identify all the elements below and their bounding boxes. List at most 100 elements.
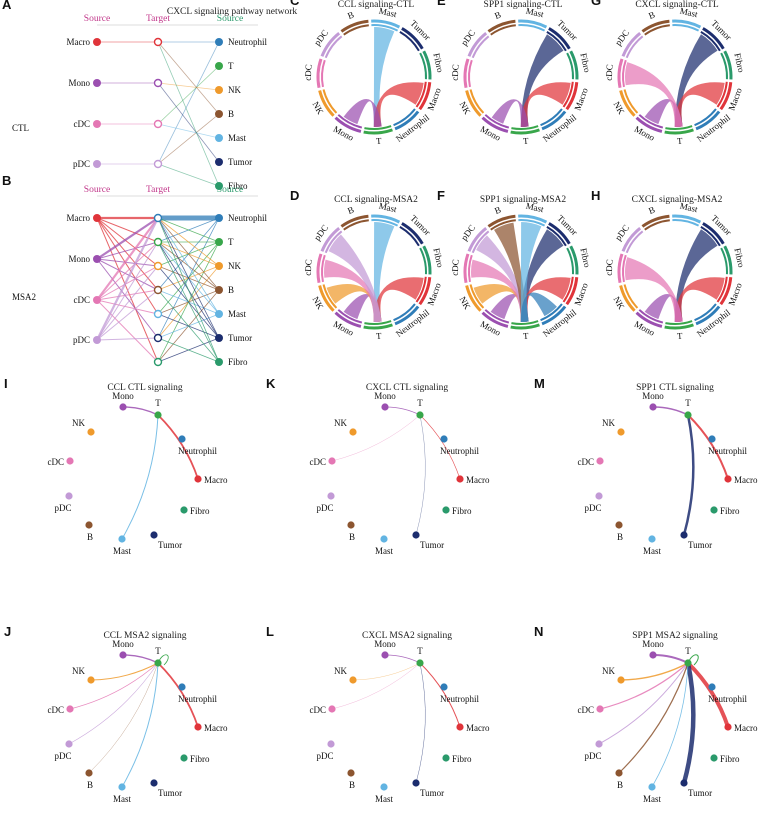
node-b bbox=[615, 521, 623, 529]
sector-mono bbox=[334, 116, 362, 133]
label-t: T bbox=[417, 646, 423, 656]
circle-title: CCL CTL signaling bbox=[107, 383, 183, 393]
label-t: T bbox=[417, 398, 423, 408]
sector-inner-fibro bbox=[566, 52, 574, 80]
node-pdc bbox=[65, 740, 73, 748]
node-fibro bbox=[710, 754, 718, 762]
edge-mono-t bbox=[384, 654, 421, 664]
link-fibro bbox=[157, 163, 220, 187]
chord-label-fibro: Fibro bbox=[578, 247, 592, 269]
ribbon-tumor bbox=[520, 229, 564, 322]
panel-letter: G bbox=[591, 0, 601, 8]
sector-inner-mast bbox=[518, 24, 546, 32]
sector-macro bbox=[719, 277, 733, 306]
label-fibro: Fibro bbox=[720, 754, 740, 764]
sector-inner-macro bbox=[415, 276, 427, 303]
node-cdc bbox=[66, 457, 74, 465]
node-mono bbox=[649, 651, 657, 659]
node-tumor bbox=[412, 531, 420, 539]
node-macro bbox=[724, 475, 732, 483]
edge-t-nk bbox=[352, 662, 421, 681]
edge-t-macro bbox=[686, 661, 730, 728]
label-neutrophil: Neutrophil bbox=[708, 446, 747, 456]
label-nk: NK bbox=[72, 418, 85, 428]
node-b bbox=[215, 110, 223, 118]
target-b bbox=[153, 285, 163, 295]
chord-label-mono: Mono bbox=[479, 319, 503, 338]
label-cdc: cDC bbox=[310, 705, 327, 715]
link-fibro bbox=[157, 217, 220, 363]
label-neutrophil: Neutrophil bbox=[178, 694, 217, 704]
sector-inner-fibro bbox=[720, 52, 728, 80]
chord-label-fibro: Fibro bbox=[732, 247, 746, 269]
edge-mono-t bbox=[652, 406, 689, 416]
node-pdc bbox=[93, 336, 101, 344]
sector-inner-pdc bbox=[625, 35, 644, 59]
label-mono: Mono bbox=[112, 391, 134, 401]
node-tumor bbox=[215, 334, 223, 342]
sector-inner-fibro bbox=[720, 247, 728, 275]
edge-mono-t bbox=[122, 654, 159, 664]
ribbon-pdc bbox=[328, 234, 382, 322]
sector-inner-tumor bbox=[700, 226, 721, 247]
label-nk: NK bbox=[72, 666, 85, 676]
label-cdc: cDC bbox=[578, 457, 595, 467]
chord-label-b: B bbox=[346, 205, 355, 216]
sector-inner-nk bbox=[469, 284, 485, 309]
chord-panel-cxcl-msa2: H CXCL signaling-MSA2MastTumorFibroMacroN… bbox=[591, 188, 747, 341]
node-macro bbox=[93, 214, 101, 222]
label-macro: Macro bbox=[67, 37, 91, 47]
target-mast bbox=[153, 309, 163, 319]
link-cdc bbox=[96, 299, 159, 315]
sector-inner-mono bbox=[484, 114, 510, 129]
sector-inner-nk bbox=[322, 89, 338, 114]
chord-label-cdc: cDC bbox=[450, 64, 461, 81]
sector-inner-cdc bbox=[468, 254, 473, 283]
ribbon-neutrophil bbox=[520, 292, 557, 322]
link-neutrophil bbox=[157, 41, 220, 165]
chord-title: SPP1 signaling-CTL bbox=[484, 0, 563, 10]
sector-b bbox=[487, 214, 516, 228]
header-source-left: Source bbox=[84, 14, 110, 24]
chord-panel-spp1-ctl: E SPP1 signaling-CTLMastTumorFibroMacroNe… bbox=[437, 0, 593, 146]
link-b bbox=[157, 41, 220, 115]
sector-tumor bbox=[548, 222, 571, 245]
label-nk: NK bbox=[602, 418, 615, 428]
sector-pdc bbox=[467, 226, 488, 252]
sector-inner-b bbox=[490, 24, 516, 36]
node-neutrophil bbox=[708, 435, 716, 443]
node-mast bbox=[648, 535, 656, 543]
label-neutrophil: Neutrophil bbox=[440, 694, 479, 704]
node-mono bbox=[381, 403, 389, 411]
label-nk: NK bbox=[228, 261, 241, 271]
edge-t-macro bbox=[419, 662, 461, 728]
label-neutrophil: Neutrophil bbox=[228, 213, 267, 223]
sector-pdc bbox=[621, 226, 642, 252]
node-mono bbox=[381, 651, 389, 659]
label-pdc: pDC bbox=[316, 751, 333, 761]
label-neutrophil: Neutrophil bbox=[708, 694, 747, 704]
edge-mono-t bbox=[122, 406, 159, 416]
edge-t-b bbox=[88, 662, 159, 774]
chord-panel-ccl-ctl: C CCL signaling-CTLMastTumorFibroMacroNeu… bbox=[290, 0, 446, 146]
target-mono bbox=[153, 78, 163, 88]
node-neutrophil bbox=[178, 435, 186, 443]
node-fibro bbox=[442, 506, 450, 514]
node-t bbox=[215, 238, 223, 246]
label-b: B bbox=[87, 532, 93, 542]
label-fibro: Fibro bbox=[190, 754, 210, 764]
edge-t-macro bbox=[157, 662, 199, 728]
chord-label-b: B bbox=[647, 205, 656, 216]
chord-label-fibro: Fibro bbox=[431, 247, 445, 269]
target-neutrophil bbox=[153, 213, 163, 223]
link-mono bbox=[96, 241, 159, 260]
ribbon-macro bbox=[373, 277, 424, 322]
sector-macro bbox=[719, 82, 733, 111]
panel-letter: F bbox=[437, 188, 445, 203]
node-mast bbox=[215, 134, 223, 142]
link-cdc bbox=[96, 241, 159, 301]
label-fibro: Fibro bbox=[228, 357, 248, 367]
node-tumor bbox=[680, 779, 688, 787]
sector-pdc bbox=[621, 31, 642, 57]
sector-inner-mast bbox=[672, 219, 700, 227]
